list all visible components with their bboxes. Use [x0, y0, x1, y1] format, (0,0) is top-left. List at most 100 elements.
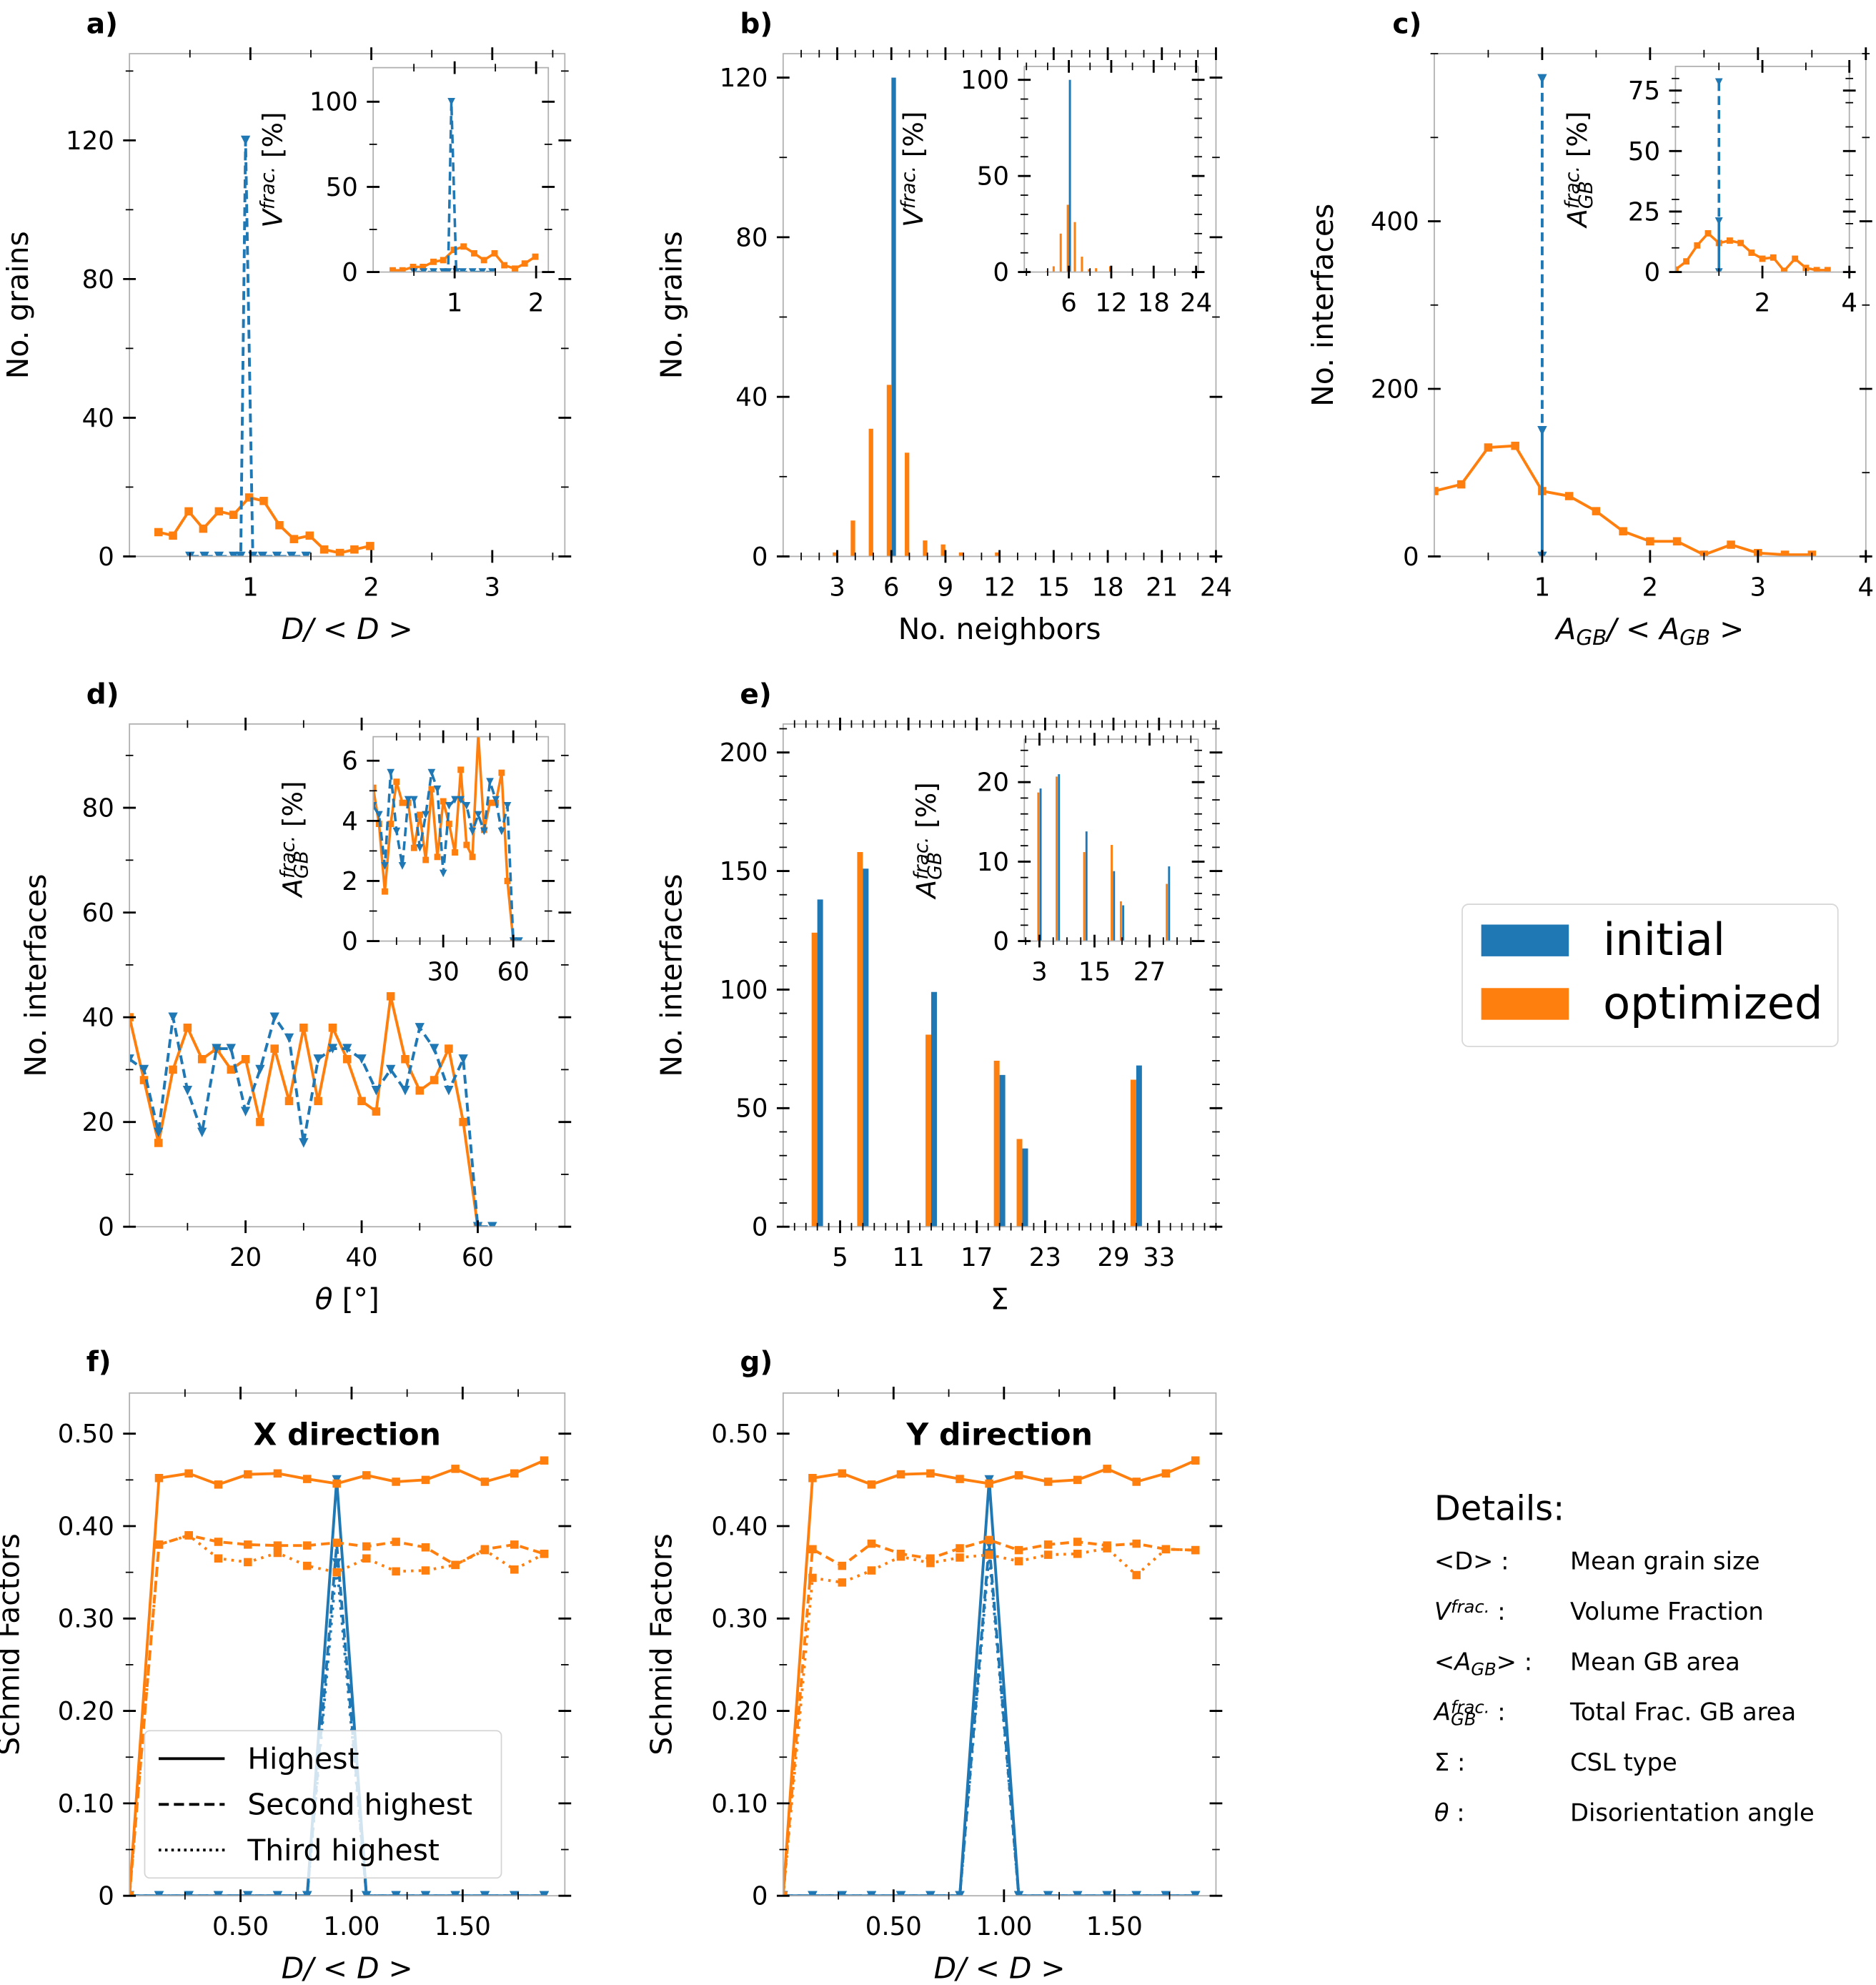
data-point: [459, 1117, 467, 1127]
x-tick-label: 4: [1841, 289, 1857, 318]
y-tick-label: 40: [735, 383, 768, 412]
data-point: [244, 1470, 252, 1479]
y-axis-label-part: GB: [290, 851, 312, 878]
details-symbol-part: :: [1489, 1598, 1505, 1625]
series-initial: [1537, 74, 1547, 436]
data-point: [1103, 1465, 1111, 1473]
data-point: [457, 796, 465, 804]
data-point: [1511, 441, 1519, 450]
data-point: [478, 268, 487, 272]
data-point: [301, 551, 311, 557]
x-axis-label-part: θ: [315, 1282, 333, 1317]
panel-label: g): [740, 1347, 773, 1379]
x-axis-label-part: No. neighbors: [898, 612, 1101, 646]
y-tick-label: 120: [66, 127, 114, 156]
data-point: [241, 1054, 250, 1064]
bar: [1130, 1079, 1136, 1227]
data-point: [430, 1076, 439, 1084]
details-symbol: <AGB> :: [1434, 1648, 1532, 1679]
data-point: [256, 1117, 264, 1127]
data-point: [439, 869, 447, 878]
x-tick-label: 3: [485, 573, 501, 602]
ticks: [1018, 59, 1205, 279]
y-axis-label: No. interfaces: [19, 873, 53, 1076]
bar: [1052, 266, 1055, 272]
data-point: [460, 243, 467, 250]
legend-frame: [144, 1730, 502, 1879]
data-point: [381, 862, 389, 870]
inset-e: 3 15 27 0 10 20 AGBfrac. [%]: [910, 733, 1205, 987]
x-tick-label: 15: [1038, 573, 1070, 602]
data-point: [154, 1891, 164, 1896]
y-tick-label: 50: [735, 1094, 768, 1124]
data-point: [214, 1538, 223, 1546]
bar: [1119, 901, 1122, 941]
data-point: [350, 545, 359, 554]
data-point: [303, 1541, 312, 1550]
data-point: [357, 1054, 367, 1064]
x-tick-label: 21: [1146, 573, 1178, 602]
x-axis-label: D/ < D >: [282, 1951, 413, 1985]
y-tick-label: 25: [1628, 197, 1660, 227]
data-point: [389, 267, 396, 272]
series-initial: [1068, 79, 1071, 272]
data-point: [362, 1554, 371, 1563]
bar: [1088, 269, 1091, 272]
x-tick-label: 4: [1857, 573, 1874, 602]
panel-label: a): [86, 9, 118, 41]
data-point: [510, 1469, 519, 1478]
data-point: [504, 878, 511, 884]
data-point: [1792, 255, 1799, 262]
data-point: [371, 1086, 382, 1096]
x-axis-label-part: >: [1710, 612, 1744, 646]
series-optimized: [783, 1535, 1200, 1896]
x-axis-label: D/ < D >: [282, 612, 413, 646]
y-tick-label: 0: [342, 258, 358, 287]
bar: [941, 544, 946, 557]
plot-area: [1434, 74, 1817, 557]
x-tick-label: 1.50: [1086, 1912, 1143, 1941]
data-point: [1014, 1557, 1023, 1565]
y-tick-label: 0.30: [711, 1605, 768, 1634]
x-tick-label: 30: [427, 958, 460, 987]
data-point: [421, 1566, 430, 1575]
panel-label: d): [86, 678, 119, 711]
data-point: [1748, 249, 1755, 256]
details-symbol-part: A: [1433, 1698, 1451, 1726]
data-point: [421, 1543, 430, 1552]
axes-frame: [372, 66, 550, 273]
series-initial: [1714, 217, 1723, 272]
series-initial: [783, 1540, 1201, 1896]
data-point: [985, 1479, 993, 1488]
data-point: [459, 268, 467, 272]
ticks: [367, 730, 555, 948]
x-tick-label: 6: [883, 573, 900, 602]
bar: [1108, 266, 1111, 272]
x-tick-label: 12: [1095, 289, 1127, 318]
data-point: [510, 1540, 519, 1549]
y-tick-label: 80: [735, 223, 768, 252]
y-axis-label: AGBfrac. [%]: [1562, 112, 1597, 229]
details-symbol-part: A: [1453, 1648, 1471, 1675]
inset-b: 6 12 18 24 0 50 100 Vfrac. [%]: [898, 59, 1212, 318]
bar: [1068, 79, 1071, 272]
bar: [850, 520, 855, 557]
tick-labels: 0.50 1.00 1.50 0 0.10 0.20 0.30 0.40 0.50: [58, 1420, 491, 1941]
series-optimized: [833, 385, 1000, 557]
y-axis-label-part: [%]: [1562, 112, 1593, 166]
data-point: [1132, 1539, 1141, 1548]
y-tick-label: 200: [1371, 375, 1419, 404]
bar: [1081, 257, 1083, 272]
x-tick-label: 3: [1031, 958, 1048, 987]
data-point: [1714, 78, 1723, 86]
y-tick-label: 0: [752, 1213, 768, 1242]
y-axis-label-part: Schmid Factors: [0, 1533, 26, 1756]
inset-background: [373, 67, 549, 272]
data-point: [387, 821, 394, 828]
x-tick-label: 1.00: [323, 1912, 379, 1941]
data-point: [375, 811, 383, 819]
series-initial: [129, 1558, 550, 1896]
